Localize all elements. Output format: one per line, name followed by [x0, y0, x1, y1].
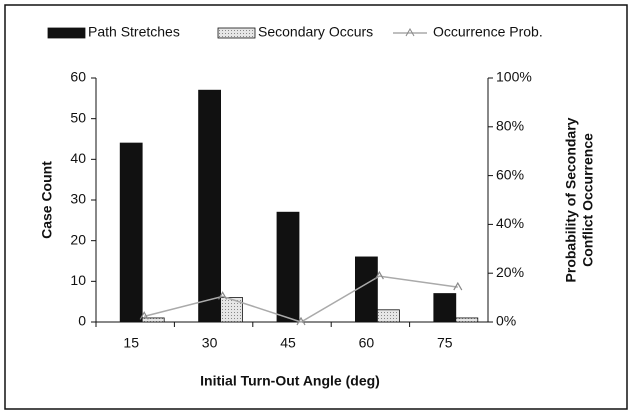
line-marker — [374, 270, 384, 280]
legend-swatch — [47, 27, 86, 39]
y-axis-title: Case Count — [39, 161, 55, 239]
line-marker — [453, 281, 463, 291]
legend-label: Path Stretches — [88, 24, 180, 40]
x-tick-label: 60 — [359, 335, 375, 351]
y-tick-label: 30 — [70, 191, 86, 207]
x-tick-label: 30 — [202, 335, 218, 351]
y-tick-label: 10 — [70, 272, 86, 288]
line-marker — [139, 311, 149, 320]
line-marker — [296, 316, 306, 326]
x-axis-title: Initial Turn-Out Angle (deg) — [200, 373, 380, 389]
y-tick-label: 20 — [70, 231, 86, 247]
legend-label: Occurrence Prob. — [433, 24, 543, 40]
line — [144, 275, 458, 323]
legend-swatch — [217, 27, 256, 39]
bar — [376, 309, 400, 323]
y-tick-label: 40 — [70, 150, 86, 166]
y2-tick-label: 20% — [496, 264, 524, 280]
bar — [141, 317, 165, 323]
y2-tick-label: 80% — [496, 118, 524, 134]
y2-tick-label: 60% — [496, 166, 524, 182]
y2-tick-label: 0% — [496, 313, 516, 329]
bar — [433, 293, 457, 323]
bar — [354, 256, 378, 323]
bar — [220, 297, 244, 323]
bar — [198, 89, 222, 323]
legend-label: Secondary Occurs — [258, 24, 373, 40]
y2-tick-label: 40% — [496, 215, 524, 231]
y-tick-label: 60 — [70, 69, 86, 85]
legend-swatch — [405, 27, 415, 37]
y2-tick-label: 100% — [496, 69, 532, 85]
y2-axis-title: Probability of Secondary — [563, 117, 579, 282]
y2-axis-title: Conflict Occurrence — [580, 133, 596, 267]
line-marker — [218, 291, 228, 300]
y-tick-label: 0 — [78, 313, 86, 329]
y-tick-label: 50 — [70, 109, 86, 125]
bar — [455, 317, 479, 323]
x-tick-label: 45 — [280, 335, 296, 351]
bar — [119, 142, 143, 323]
frame — [4, 4, 628, 410]
bar — [276, 211, 300, 323]
x-tick-label: 15 — [123, 335, 139, 351]
x-tick-label: 75 — [437, 335, 453, 351]
